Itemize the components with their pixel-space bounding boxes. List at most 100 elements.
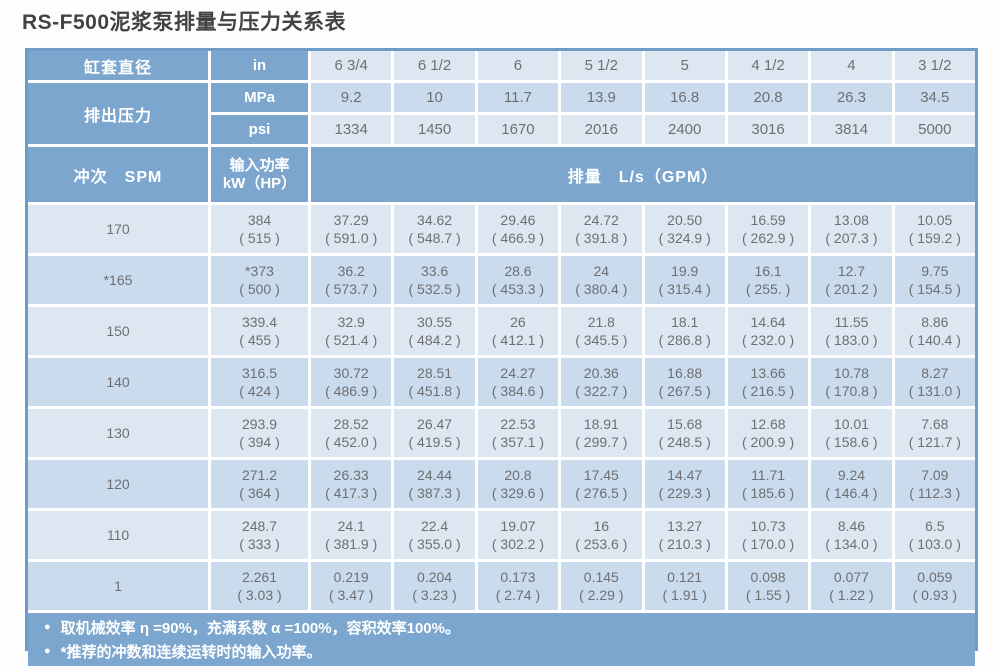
- cell-paren: ( 500 ): [239, 281, 280, 297]
- cell-value: 20.8: [504, 466, 532, 483]
- flow-cell: 16.59 ( 262.9 ): [727, 205, 809, 253]
- mpa-value-cell: 26.3: [811, 83, 892, 112]
- footnote-line: ● 取机械效率 η =90%，充满系数 α =100%，容积效率100%。: [44, 617, 975, 638]
- cell-value: 339.4: [241, 313, 278, 330]
- flow-cell: 28.6 ( 453.3 ): [477, 256, 559, 304]
- cell-paren: ( 394 ): [239, 434, 280, 450]
- flow-cell: 9.24 ( 146.4 ): [811, 460, 892, 508]
- liner-unit-label: in: [211, 51, 308, 80]
- power-cell: *373 ( 500 ): [211, 256, 308, 304]
- cell-paren: ( 3.47 ): [329, 587, 374, 603]
- flow-cell: 10.05 ( 159.2 ): [894, 205, 975, 253]
- flow-cell: 13.08 ( 207.3 ): [811, 205, 892, 253]
- pump-spec-table: 缸套直径 in 6 3/4 6 1/2 6 5 1/2 5 4 1/2 4 3 1/2 排出压…: [25, 48, 978, 666]
- cell-paren: ( 380.4 ): [575, 281, 628, 297]
- cell-value: 22.53: [500, 415, 536, 432]
- flow-cell: 24.44 ( 387.3 ): [394, 460, 475, 508]
- cell-paren: ( 131.0 ): [908, 383, 961, 399]
- flow-cell: 0.219 ( 3.47 ): [311, 562, 392, 610]
- cell-paren: ( 412.1 ): [491, 332, 544, 348]
- flow-cell: 28.51 ( 451.8 ): [394, 358, 475, 406]
- flow-cell: 20.36 ( 322.7 ): [561, 358, 642, 406]
- spm-cell: 150: [28, 307, 208, 355]
- psi-value-cell: 3016: [727, 115, 809, 144]
- flow-cell: 14.64 ( 232.0 ): [727, 307, 809, 355]
- cell-paren: ( 322.7 ): [575, 383, 628, 399]
- cell-value: 0.121: [667, 568, 703, 585]
- mpa-value-cell: 20.8: [727, 83, 809, 112]
- discharge-pressure-label: 排出压力: [28, 83, 208, 144]
- liner-size-cell: 3 1/2: [894, 51, 975, 80]
- cell-paren: ( 286.8 ): [658, 332, 711, 348]
- flow-cell: 8.86 ( 140.4 ): [894, 307, 975, 355]
- cell-value: 12.68: [750, 415, 786, 432]
- cell-value: 7.68: [921, 415, 949, 432]
- cell-paren: ( 170.0 ): [741, 536, 795, 552]
- flow-header: 排量 L/s（GPM）: [311, 147, 975, 202]
- cell-value: 293.9: [241, 415, 278, 432]
- flow-cell: 13.66 ( 216.5 ): [727, 358, 809, 406]
- cell-paren: ( 486.9 ): [325, 383, 378, 399]
- flow-cell: 10.78 ( 170.8 ): [811, 358, 892, 406]
- flow-cell: 37.29 ( 591.0 ): [311, 205, 392, 253]
- cell-paren: ( 521.4 ): [325, 332, 378, 348]
- cell-value: 21.8: [587, 313, 615, 330]
- psi-label: psi: [211, 115, 308, 144]
- spm-cell: 120: [28, 460, 208, 508]
- flow-cell: 30.55 ( 484.2 ): [394, 307, 475, 355]
- cell-value: 28.6: [504, 262, 532, 279]
- cell-paren: ( 548.7 ): [408, 230, 461, 246]
- cell-value: 36.2: [337, 262, 365, 279]
- flow-cell: 9.75 ( 154.5 ): [894, 256, 975, 304]
- spm-cell: 140: [28, 358, 208, 406]
- cell-paren: ( 333 ): [239, 536, 280, 552]
- cell-paren: ( 248.5 ): [658, 434, 711, 450]
- cell-value: 2.261: [241, 568, 278, 585]
- cell-paren: ( 134.0 ): [825, 536, 878, 552]
- cell-paren: ( 2.74 ): [495, 587, 541, 603]
- power-cell: 271.2 ( 364 ): [211, 460, 308, 508]
- cell-paren: ( 1.55 ): [745, 587, 791, 603]
- flow-cell: 0.077 ( 1.22 ): [811, 562, 892, 610]
- cell-paren: ( 364 ): [239, 485, 280, 501]
- flow-cell: 8.27 ( 131.0 ): [894, 358, 975, 406]
- flow-cell: 0.145 ( 2.29 ): [561, 562, 642, 610]
- flow-cell: 19.9 ( 315.4 ): [644, 256, 725, 304]
- cell-paren: ( 146.4 ): [825, 485, 878, 501]
- footnote-text: *推荐的冲数和连续运转时的输入功率。: [60, 644, 322, 661]
- spm-cell: 170: [28, 205, 208, 253]
- cell-paren: ( 424 ): [239, 383, 280, 399]
- cell-value: 271.2: [241, 466, 278, 483]
- cell-value: 248.7: [241, 517, 278, 534]
- cell-value: 18.1: [671, 313, 699, 330]
- cell-value: 9.75: [921, 262, 949, 279]
- flow-cell: 36.2 ( 573.7 ): [311, 256, 392, 304]
- liner-size-cell: 6: [477, 51, 559, 80]
- cell-value: 16.88: [667, 364, 703, 381]
- cell-paren: ( 267.5 ): [658, 383, 711, 399]
- cell-value: 13.27: [667, 517, 703, 534]
- table-row: 130 293.9 ( 394 ) 28.52 ( 452.0 ) 26.47 ( 419.…: [28, 409, 975, 457]
- cell-value: 9.24: [837, 466, 866, 483]
- mpa-value-cell: 10: [394, 83, 475, 112]
- flow-cell: 18.91 ( 299.7 ): [561, 409, 642, 457]
- cell-paren: ( 532.5 ): [408, 281, 461, 297]
- footnote-text: 取机械效率 η =90%，充满系数 α =100%，容积效率100%。: [60, 620, 460, 637]
- cell-paren: ( 3.23 ): [412, 587, 457, 603]
- spm-cell: *165: [28, 256, 208, 304]
- cell-paren: ( 329.6 ): [491, 485, 544, 501]
- flow-cell: 32.9 ( 521.4 ): [311, 307, 392, 355]
- psi-value-cell: 2016: [561, 115, 642, 144]
- flow-cell: 19.07 ( 302.2 ): [477, 511, 559, 559]
- flow-cell: 33.6 ( 532.5 ): [394, 256, 475, 304]
- cell-value: 384: [247, 211, 272, 228]
- strokes-header: 冲次 SPM: [28, 147, 208, 202]
- psi-value-cell: 1450: [394, 115, 475, 144]
- spm-cell: 110: [28, 511, 208, 559]
- cell-paren: ( 357.1 ): [491, 434, 544, 450]
- flow-cell: 16.1 ( 255. ): [727, 256, 809, 304]
- flow-cell: 34.62 ( 548.7 ): [394, 205, 475, 253]
- flow-cell: 10.01 ( 158.6 ): [811, 409, 892, 457]
- cell-value: 8.86: [921, 313, 949, 330]
